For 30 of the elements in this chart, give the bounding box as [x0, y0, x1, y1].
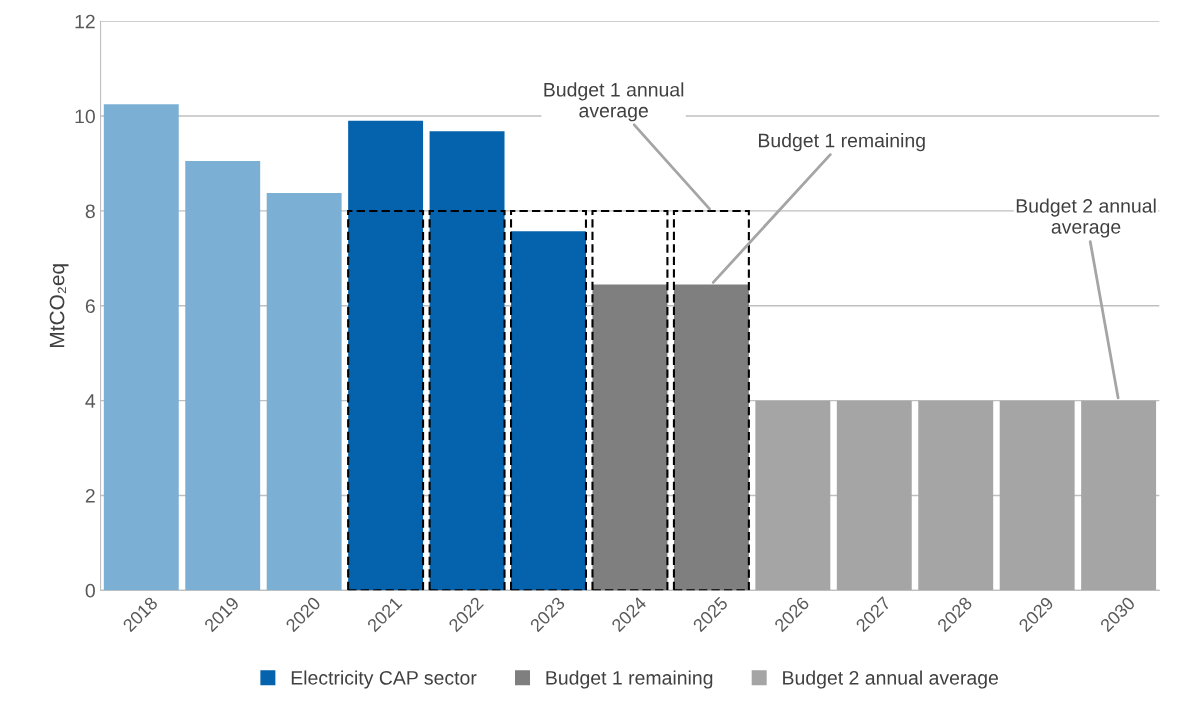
legend-label: Budget 1 remaining: [546, 670, 713, 689]
annotation: Budget 1 annual average: [544, 82, 684, 122]
annotation: Budget 2 annual average: [1016, 198, 1156, 238]
bar: [103, 104, 179, 591]
bar: [266, 192, 342, 591]
legend-label: Budget 2 annual average: [783, 670, 998, 689]
y-tick-label: 0: [85, 583, 95, 598]
bar: [673, 284, 749, 591]
bar: [428, 209, 506, 591]
y-tick-label: 8: [85, 204, 95, 219]
bar: [672, 209, 750, 591]
annotation: Budget 1 remaining: [758, 133, 925, 152]
bar: [918, 400, 994, 591]
legend-label: Electricity CAP sector: [291, 670, 477, 689]
bar: [1081, 400, 1157, 591]
bar: [999, 400, 1075, 591]
bar: [755, 400, 831, 591]
y-tick-label: 2: [85, 488, 95, 503]
y-tick-label: 12: [75, 14, 95, 29]
bar: [836, 400, 912, 591]
bar: [591, 209, 669, 591]
y-tick-label: 6: [85, 299, 95, 314]
y-axis-title: MtCO₂eq: [49, 264, 69, 347]
bar: [592, 284, 668, 591]
y-tick-label: 10: [75, 109, 95, 124]
bar: [185, 161, 261, 591]
bar: [347, 209, 425, 591]
bar: [429, 131, 505, 591]
bar: [348, 120, 424, 591]
y-tick-label: 4: [85, 394, 96, 408]
